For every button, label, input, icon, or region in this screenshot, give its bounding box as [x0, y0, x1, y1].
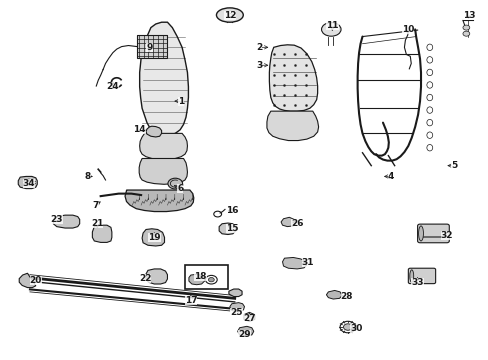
Text: 4: 4: [387, 172, 393, 181]
Text: 29: 29: [238, 330, 250, 339]
Text: 3: 3: [256, 61, 262, 70]
Polygon shape: [229, 303, 244, 312]
Polygon shape: [53, 215, 80, 228]
Circle shape: [208, 278, 214, 282]
Bar: [184, 265, 227, 289]
Text: 12: 12: [223, 10, 236, 19]
Polygon shape: [140, 22, 188, 135]
Text: 6: 6: [177, 184, 183, 193]
Text: 33: 33: [410, 278, 423, 287]
Polygon shape: [139, 158, 187, 184]
Text: 25: 25: [230, 308, 243, 317]
Polygon shape: [19, 273, 36, 288]
Circle shape: [462, 31, 469, 36]
Text: 31: 31: [301, 258, 313, 267]
Text: 16: 16: [225, 206, 238, 215]
Text: 22: 22: [139, 274, 151, 283]
Text: 11: 11: [325, 21, 338, 30]
Text: 28: 28: [340, 292, 352, 301]
Text: 7: 7: [92, 201, 99, 210]
Polygon shape: [146, 126, 161, 137]
Polygon shape: [266, 111, 318, 140]
Text: 23: 23: [50, 215, 63, 224]
Polygon shape: [125, 190, 193, 212]
Text: 32: 32: [440, 231, 452, 240]
Polygon shape: [269, 45, 317, 111]
Text: 30: 30: [350, 324, 362, 333]
Text: 14: 14: [133, 125, 146, 134]
Text: 15: 15: [225, 224, 238, 233]
Ellipse shape: [409, 270, 413, 282]
Text: 2: 2: [256, 43, 262, 52]
Polygon shape: [281, 217, 295, 226]
Text: 26: 26: [290, 219, 303, 228]
Text: 18: 18: [194, 272, 206, 281]
Polygon shape: [92, 225, 112, 242]
Polygon shape: [188, 274, 204, 285]
FancyBboxPatch shape: [407, 268, 435, 284]
Circle shape: [462, 25, 469, 30]
Polygon shape: [219, 223, 235, 234]
Ellipse shape: [418, 226, 423, 241]
Circle shape: [343, 324, 351, 330]
Text: 20: 20: [30, 276, 42, 285]
Text: 19: 19: [148, 233, 160, 242]
Polygon shape: [282, 257, 306, 269]
Polygon shape: [146, 269, 167, 284]
Text: 21: 21: [91, 219, 103, 228]
Text: 5: 5: [450, 161, 456, 170]
FancyBboxPatch shape: [417, 224, 448, 243]
Ellipse shape: [321, 23, 340, 36]
Polygon shape: [142, 229, 164, 246]
Polygon shape: [18, 176, 37, 189]
Polygon shape: [326, 291, 341, 299]
Text: 9: 9: [146, 43, 152, 52]
Polygon shape: [140, 134, 187, 159]
Text: 8: 8: [84, 172, 90, 181]
Text: 34: 34: [22, 179, 35, 188]
Bar: [137, 35, 167, 58]
Text: 10: 10: [401, 25, 413, 34]
Circle shape: [167, 178, 182, 189]
Polygon shape: [237, 326, 253, 336]
Text: 17: 17: [184, 296, 197, 305]
Text: 24: 24: [106, 82, 119, 91]
Text: 27: 27: [243, 314, 255, 323]
Ellipse shape: [216, 8, 243, 22]
Text: 1: 1: [178, 96, 184, 105]
Text: 13: 13: [462, 10, 474, 19]
Polygon shape: [228, 289, 242, 297]
